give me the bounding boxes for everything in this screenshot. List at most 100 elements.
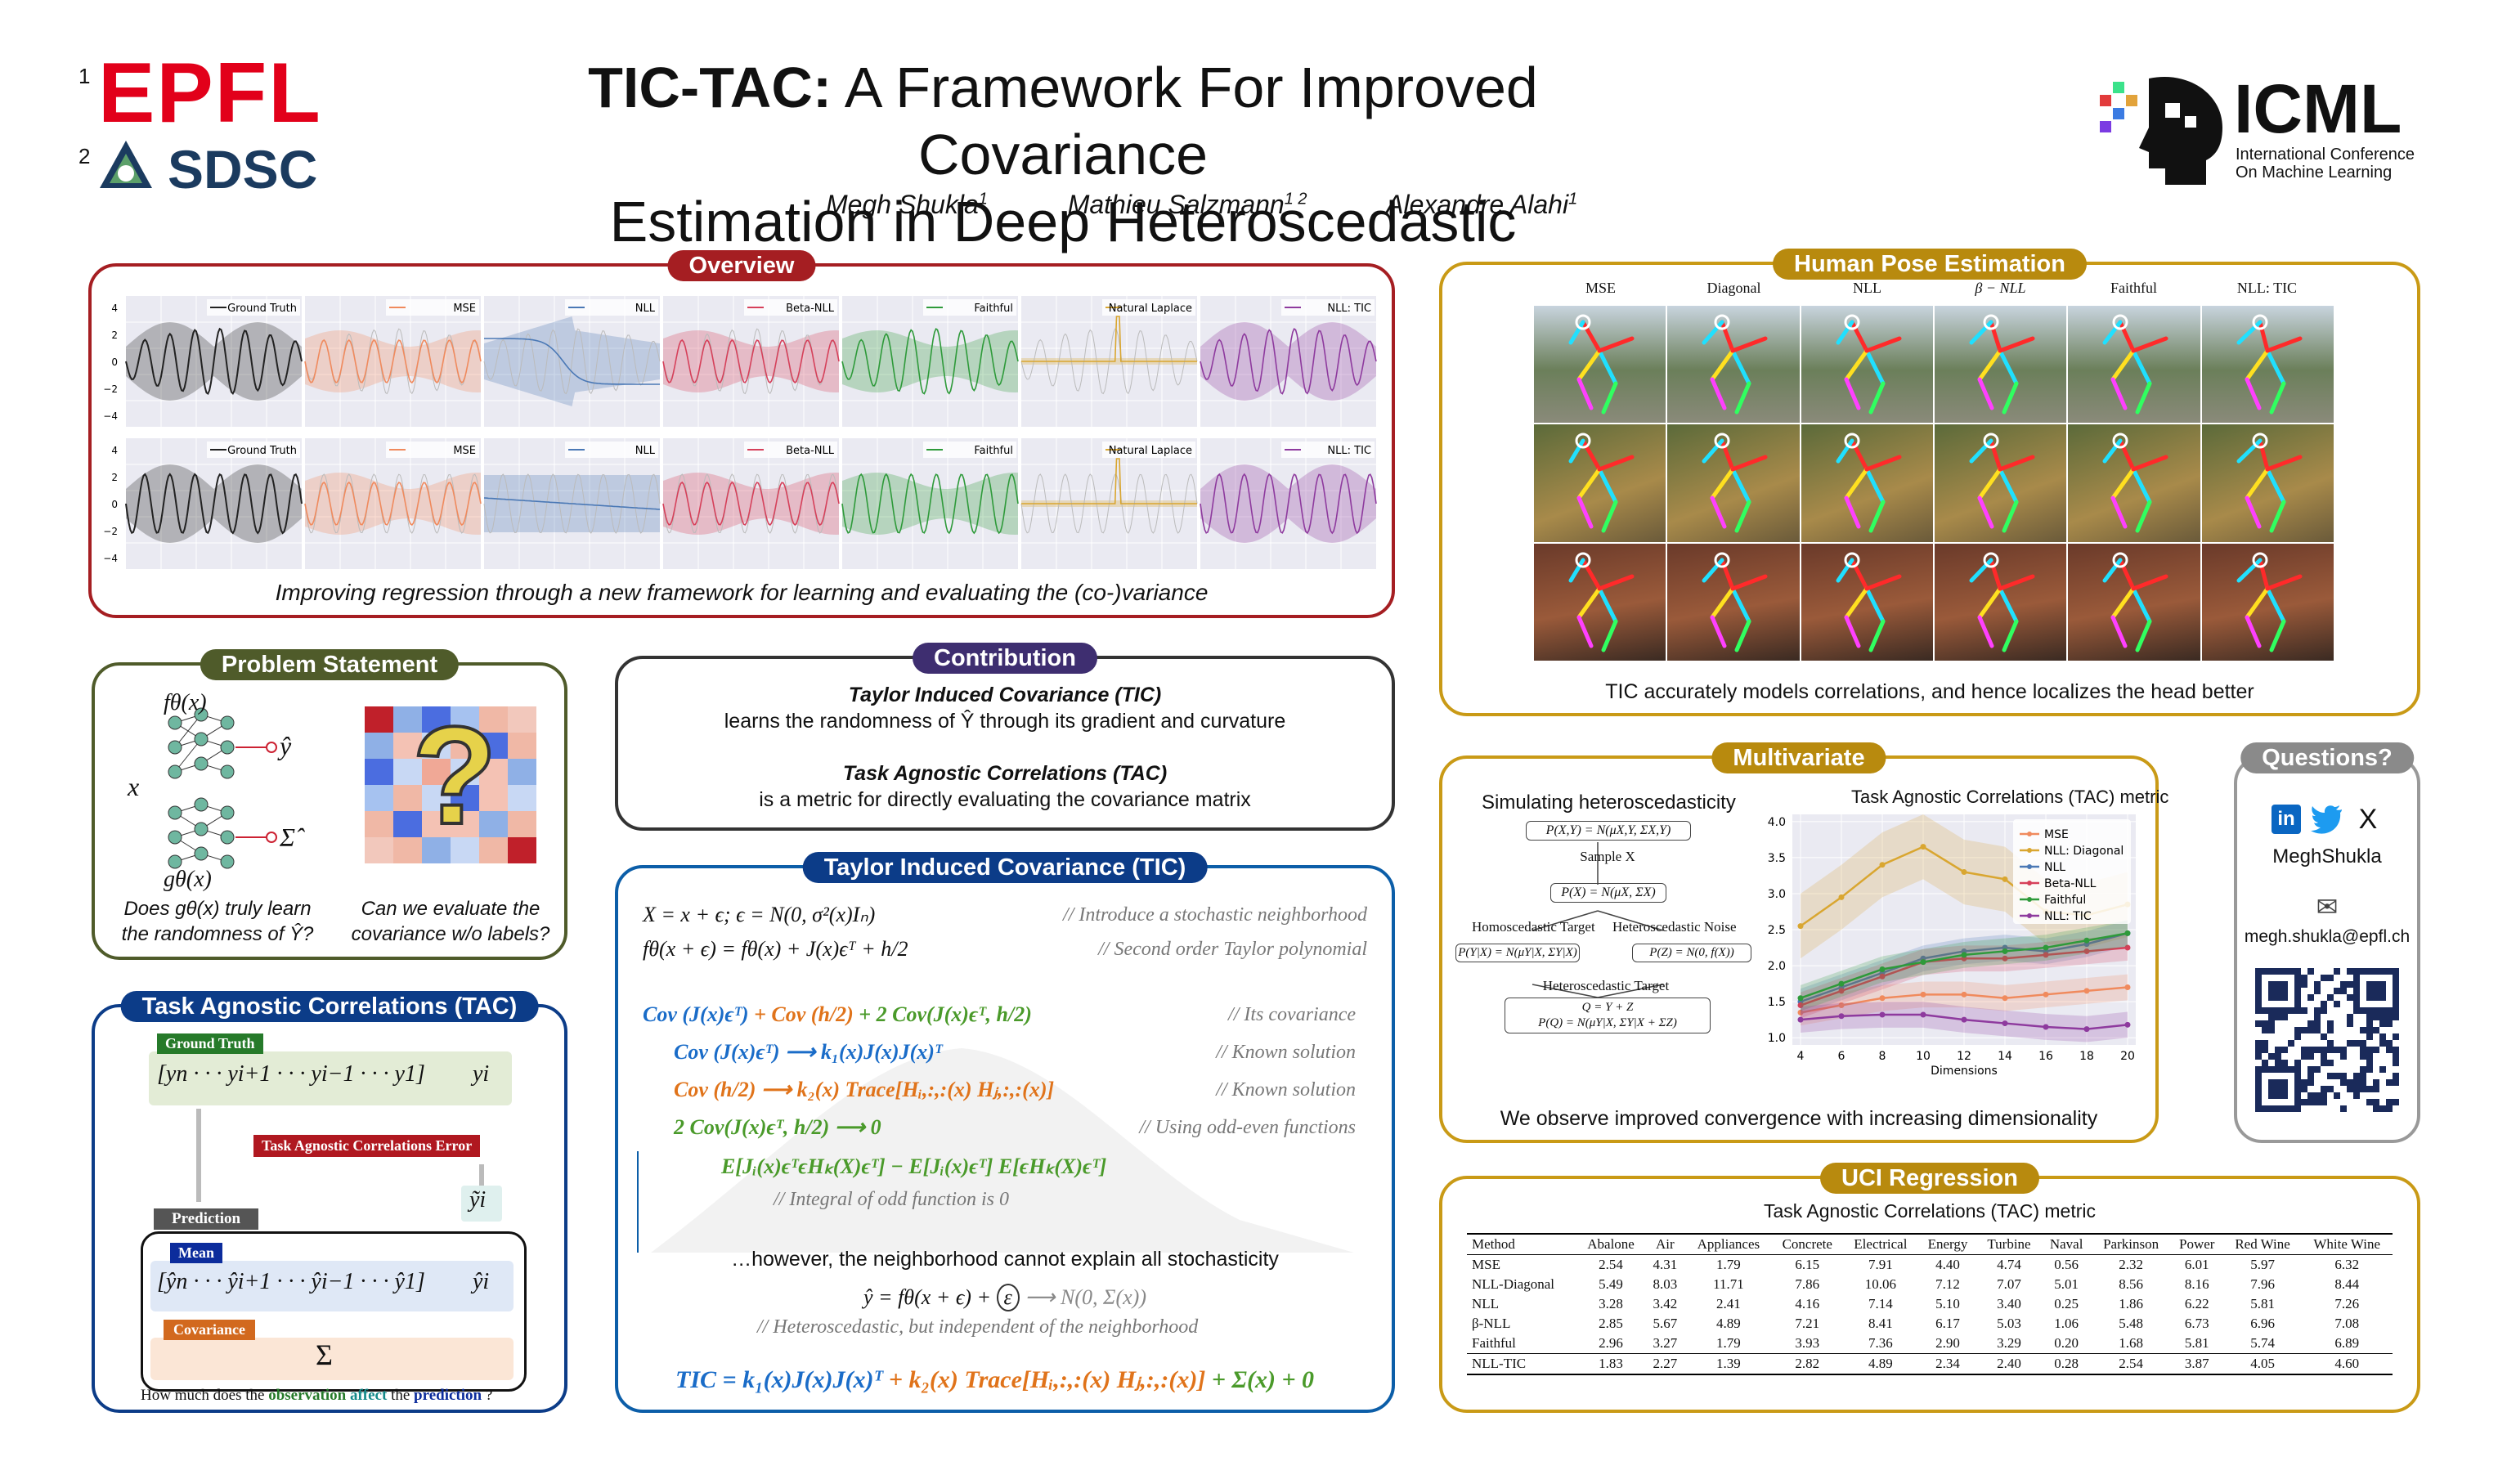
sim-node-pyx: P(Y|X) = N(μY|X, ΣY|X) <box>1455 944 1580 962</box>
uci-subtitle: Task Agnostic Correlations (TAC) metric <box>1763 1200 2096 1222</box>
pose-skeleton <box>2102 552 2168 652</box>
tac-footer: How much does the observation affect the… <box>141 1387 493 1404</box>
twitter-handle[interactable]: MeghShukla <box>2272 845 2382 868</box>
tic-background-curve <box>637 1048 1354 1253</box>
table-cell: 7.07 <box>1997 1276 2021 1292</box>
data-point <box>2124 1021 2131 1028</box>
table-cell: 2.96 <box>1599 1335 1623 1351</box>
legend-label: Faithful <box>974 303 1013 315</box>
tac-headline: Task Agnostic Correlations (TAC) <box>842 762 1168 785</box>
sim-title: Simulating heteroscedasticity <box>1482 791 1736 814</box>
pose-skeleton <box>1836 314 1902 415</box>
overview-subplot: MSE <box>304 296 482 427</box>
series-line <box>1021 458 1197 504</box>
pose-skeleton <box>2102 433 2168 533</box>
series-line <box>484 338 660 385</box>
table-cell: 8.41 <box>1868 1316 1893 1331</box>
table-cell: Faithful <box>1472 1335 1516 1351</box>
qr-code[interactable] <box>2255 968 2399 1112</box>
hpe-image <box>2201 543 2334 661</box>
y-tick-label: 0 <box>111 356 118 368</box>
table-cell: 4.31 <box>1653 1257 1678 1272</box>
legend-label: Faithful <box>974 445 1013 457</box>
tac-panel: Task Agnostic Correlations (TAC) Ground … <box>92 991 567 1413</box>
uci-col-header: Appliances <box>1697 1236 1760 1252</box>
data-point <box>1961 991 1967 998</box>
data-point <box>1838 1013 1845 1020</box>
hpe-title: Human Pose Estimation <box>1773 249 2087 280</box>
overview-subplot: NLL: TIC <box>1200 296 1377 427</box>
series-faithful <box>1797 920 2131 1011</box>
y-tick-label: 4 <box>111 303 118 314</box>
tic-eq-2: fθ(x + ϵ) = fθ(x) + J(x)ϵᵀ + h/2 <box>643 937 908 961</box>
hpe-image <box>2201 306 2334 424</box>
data-point <box>1920 1011 1926 1018</box>
table-cell: 2.54 <box>1599 1257 1623 1272</box>
table-cell: 2.34 <box>1935 1356 1960 1371</box>
hpe-col-beta-nll: β − NLL <box>1975 280 2026 296</box>
data-point <box>1879 862 1886 868</box>
legend-label: Natural Laplace <box>1109 303 1192 315</box>
table-cell: 2.54 <box>2119 1356 2143 1371</box>
tic-comment-3: // Its covariance <box>1228 1004 1356 1025</box>
data-point <box>2043 952 2049 958</box>
table-cell: 4.40 <box>1935 1257 1960 1272</box>
question-2: Can we evaluate the covariance w/o labels… <box>351 898 550 945</box>
gt-sequence: [yn · · · yi+1 · · · yi−1 · · · y1] <box>157 1061 425 1087</box>
pose-skeleton <box>1702 552 1768 652</box>
linkedin-icon[interactable]: in <box>2272 805 2301 834</box>
overview-subplot: Ground Truth <box>125 438 303 569</box>
table-cell: 11.71 <box>1713 1276 1744 1292</box>
data-point <box>1920 991 1926 998</box>
x-tick-label: 4 <box>1797 1050 1805 1063</box>
tic-headline: Taylor Induced Covariance (TIC) <box>848 684 1162 706</box>
hpe-col-mse: MSE <box>1585 280 1616 296</box>
table-cell: 5.49 <box>1599 1276 1623 1292</box>
hpe-image <box>1534 543 1666 661</box>
legend-label: NLL <box>2044 861 2065 874</box>
pose-skeleton <box>1568 314 1635 415</box>
tic-comment-5: // Known solution <box>1216 1079 1356 1101</box>
legend-entry: Ground Truth <box>207 442 300 458</box>
sigma-symbol: Σ <box>316 1338 333 1371</box>
mean-box <box>150 1261 514 1311</box>
series-mse <box>1797 974 2131 1026</box>
y-tick-label: 2.5 <box>1768 924 1786 937</box>
table-row-tic: NLL-TIC 1.83 2.27 1.39 2.82 4.89 2.34 2.40 0.28 2… <box>1467 1354 2393 1375</box>
legend-label: Faithful <box>2044 894 2086 907</box>
data-point <box>1961 952 1967 958</box>
tic-title: Taylor Induced Covariance (TIC) <box>802 852 1208 883</box>
sim-homo-label: Homoscedastic Target <box>1472 919 1595 935</box>
legend-label: MSE <box>453 445 476 457</box>
yi-tilde: ỹi <box>469 1187 487 1213</box>
table-cell: 2.82 <box>1795 1356 1820 1371</box>
contact-email[interactable]: megh.shukla@epfl.ch <box>2244 927 2411 946</box>
table-cell: 6.01 <box>2184 1257 2209 1272</box>
table-cell: 3.93 <box>1795 1335 1820 1351</box>
table-cell: 8.44 <box>2334 1276 2360 1292</box>
hpe-col-faithful: Faithful <box>2110 280 2157 296</box>
f-theta-label: fθ(x) <box>164 690 207 715</box>
table-cell: 2.85 <box>1599 1316 1623 1331</box>
legend-entry: Natural Laplace <box>1102 299 1195 316</box>
uci-col-header: Concrete <box>1782 1236 1832 1252</box>
twitter-bird-icon[interactable]: t <box>2311 805 2343 834</box>
table-cell: 6.32 <box>2334 1257 2360 1272</box>
data-point <box>2043 1024 2049 1030</box>
series-line <box>662 338 840 384</box>
tac-title: Task Agnostic Correlations (TAC) <box>120 991 539 1022</box>
hpe-image <box>1667 543 1800 661</box>
table-cell: 1.79 <box>1716 1335 1741 1351</box>
uci-panel: UCI Regression Task Agnostic Correlation… <box>1439 1163 2420 1413</box>
x-logo-icon[interactable]: X <box>2358 804 2378 835</box>
table-cell: 4.89 <box>1716 1316 1741 1331</box>
table-cell: 0.28 <box>2054 1356 2079 1371</box>
hpe-image <box>2201 424 2334 542</box>
overview-subplot: Ground Truth <box>125 296 303 427</box>
table-cell: 5.10 <box>1935 1296 1960 1311</box>
prediction-tag: Prediction <box>154 1208 259 1230</box>
table-row: NLL 3.28 3.42 2.41 4.16 7.14 5.10 3.40 0.25 1.86 6… <box>1467 1294 2393 1314</box>
gt-box <box>149 1051 512 1105</box>
covariance-box <box>150 1338 514 1380</box>
chart-legend: MSE NLL: Diagonal NLL Beta-NLL Faithful NLL: … <box>2013 819 2131 924</box>
